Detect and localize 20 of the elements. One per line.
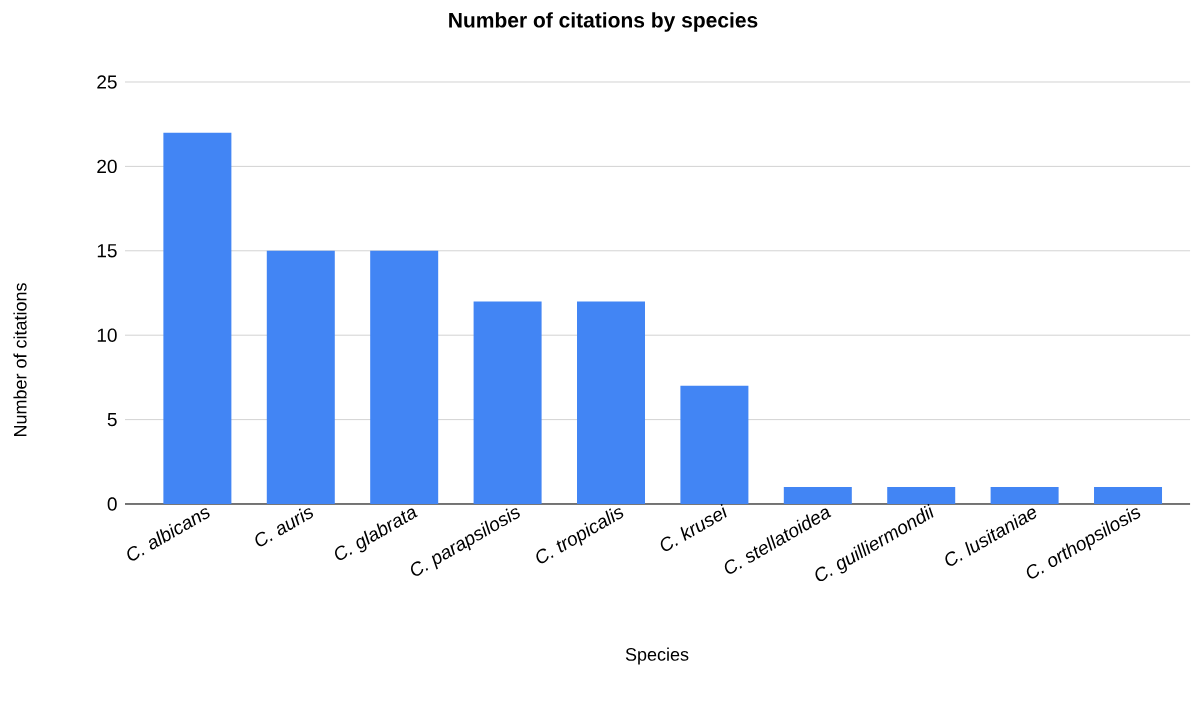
bar <box>680 385 749 504</box>
chart-title: Number of citations by species <box>449 12 758 32</box>
y-axis-title: Number of citations <box>13 283 27 437</box>
y-tick-label: 0 <box>107 497 117 511</box>
y-tick-label: 10 <box>97 328 117 342</box>
bar <box>887 487 956 504</box>
bar <box>473 301 542 504</box>
bar <box>266 250 335 504</box>
bar <box>577 301 645 504</box>
y-tick-label: 15 <box>97 244 117 258</box>
y-tick-label: 25 <box>97 75 117 89</box>
bar <box>990 487 1059 504</box>
bar <box>163 132 232 504</box>
bar <box>1094 487 1163 504</box>
bar <box>370 250 439 504</box>
bar <box>783 487 852 504</box>
x-axis-title: Species <box>625 647 689 665</box>
y-tick-label: 5 <box>107 412 117 427</box>
x-tick-label: C. auris <box>255 508 314 547</box>
y-tick-label: 20 <box>97 159 117 174</box>
